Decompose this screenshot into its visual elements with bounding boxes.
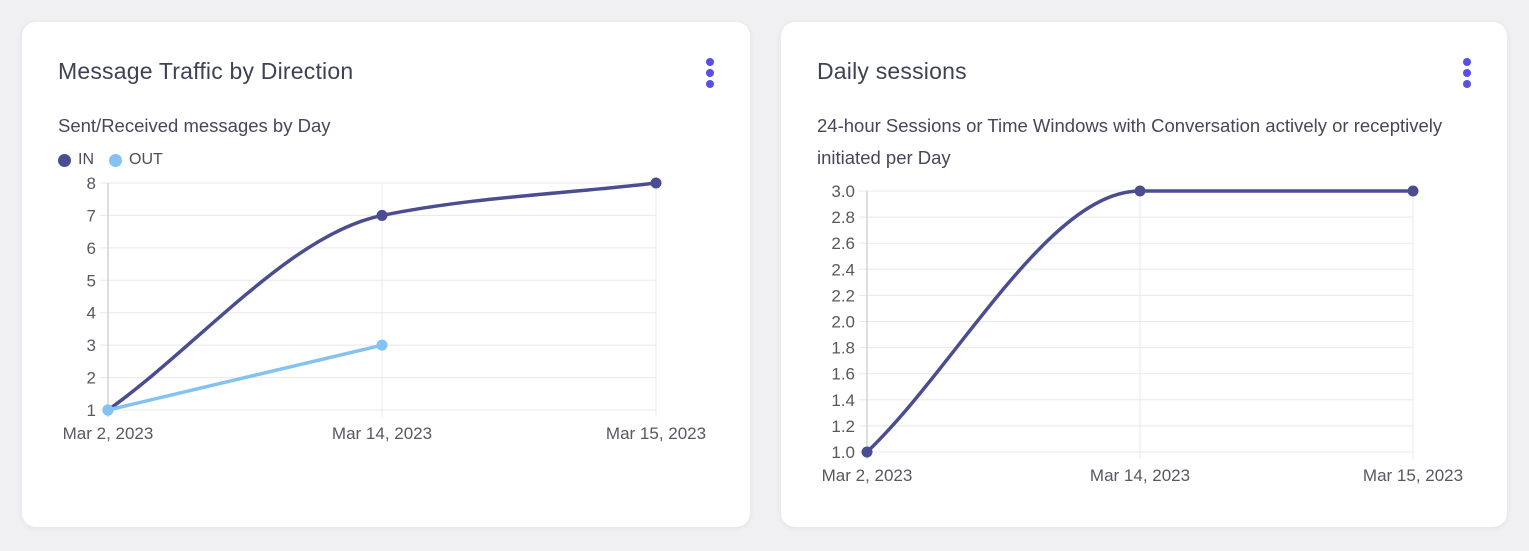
line-chart-daily-sessions: 1.0 1.2 1.4 1.6 1.8 2.0 2.2 2.4 2.6 2.8 3.0 Mar 2, … bbox=[822, 182, 1463, 485]
svg-text:Mar 2, 2023: Mar 2, 2023 bbox=[63, 424, 154, 443]
legend-dot-out-icon bbox=[109, 153, 122, 167]
kebab-menu-icon bbox=[706, 58, 714, 88]
svg-text:2.2: 2.2 bbox=[831, 286, 855, 305]
svg-text:5: 5 bbox=[87, 271, 96, 290]
legend-label-in: IN bbox=[78, 151, 94, 168]
svg-text:8: 8 bbox=[87, 174, 96, 193]
svg-text:1.2: 1.2 bbox=[831, 417, 855, 436]
svg-text:2.4: 2.4 bbox=[831, 260, 855, 279]
svg-text:1.6: 1.6 bbox=[831, 365, 855, 384]
svg-text:1.0: 1.0 bbox=[831, 443, 855, 462]
legend-item-in: IN bbox=[58, 151, 94, 169]
svg-text:Mar 14, 2023: Mar 14, 2023 bbox=[1090, 466, 1190, 485]
line-chart-message-traffic: 1 2 3 4 5 6 7 8 Mar 2, 2023 Mar 14, 2023 Mar 15, 2… bbox=[63, 174, 706, 443]
svg-text:2.6: 2.6 bbox=[831, 234, 855, 253]
svg-text:2.0: 2.0 bbox=[831, 313, 855, 332]
card-subtitle-daily-sessions: 24-hour Sessions or Time Windows with Co… bbox=[817, 115, 1443, 168]
legend-dot-in-icon bbox=[58, 153, 71, 167]
svg-text:3.0: 3.0 bbox=[831, 182, 855, 201]
card-message-traffic: Message Traffic by Direction Sent/Receiv… bbox=[22, 22, 750, 527]
svg-text:3: 3 bbox=[87, 336, 96, 355]
svg-text:Mar 14, 2023: Mar 14, 2023 bbox=[332, 424, 432, 443]
svg-text:4: 4 bbox=[87, 304, 96, 323]
card-menu-button[interactable] bbox=[698, 54, 722, 92]
card-title-message-traffic: Message Traffic by Direction bbox=[58, 58, 354, 84]
chart-legend: IN OUT bbox=[58, 151, 714, 169]
card-menu-button[interactable] bbox=[1455, 54, 1479, 92]
svg-text:Mar 15, 2023: Mar 15, 2023 bbox=[606, 424, 706, 443]
svg-text:Mar 2, 2023: Mar 2, 2023 bbox=[822, 466, 913, 485]
svg-text:Mar 15, 2023: Mar 15, 2023 bbox=[1363, 466, 1463, 485]
svg-text:2: 2 bbox=[87, 369, 96, 388]
legend-item-out: OUT bbox=[109, 151, 163, 169]
card-header: Daily sessions bbox=[817, 56, 1471, 92]
kebab-menu-icon bbox=[1463, 58, 1471, 88]
svg-text:1.8: 1.8 bbox=[831, 339, 855, 358]
svg-text:6: 6 bbox=[87, 239, 96, 258]
card-subtitle-message-traffic: Sent/Received messages by Day bbox=[58, 115, 331, 136]
svg-text:1: 1 bbox=[87, 401, 96, 420]
legend-label-out: OUT bbox=[129, 151, 163, 168]
svg-text:2.8: 2.8 bbox=[831, 208, 855, 227]
svg-text:1.4: 1.4 bbox=[831, 391, 855, 410]
card-daily-sessions: Daily sessions 24-hour Sessions or Time … bbox=[781, 22, 1507, 527]
card-title-daily-sessions: Daily sessions bbox=[817, 58, 967, 84]
card-header: Message Traffic by Direction bbox=[58, 56, 714, 92]
svg-text:7: 7 bbox=[87, 206, 96, 225]
